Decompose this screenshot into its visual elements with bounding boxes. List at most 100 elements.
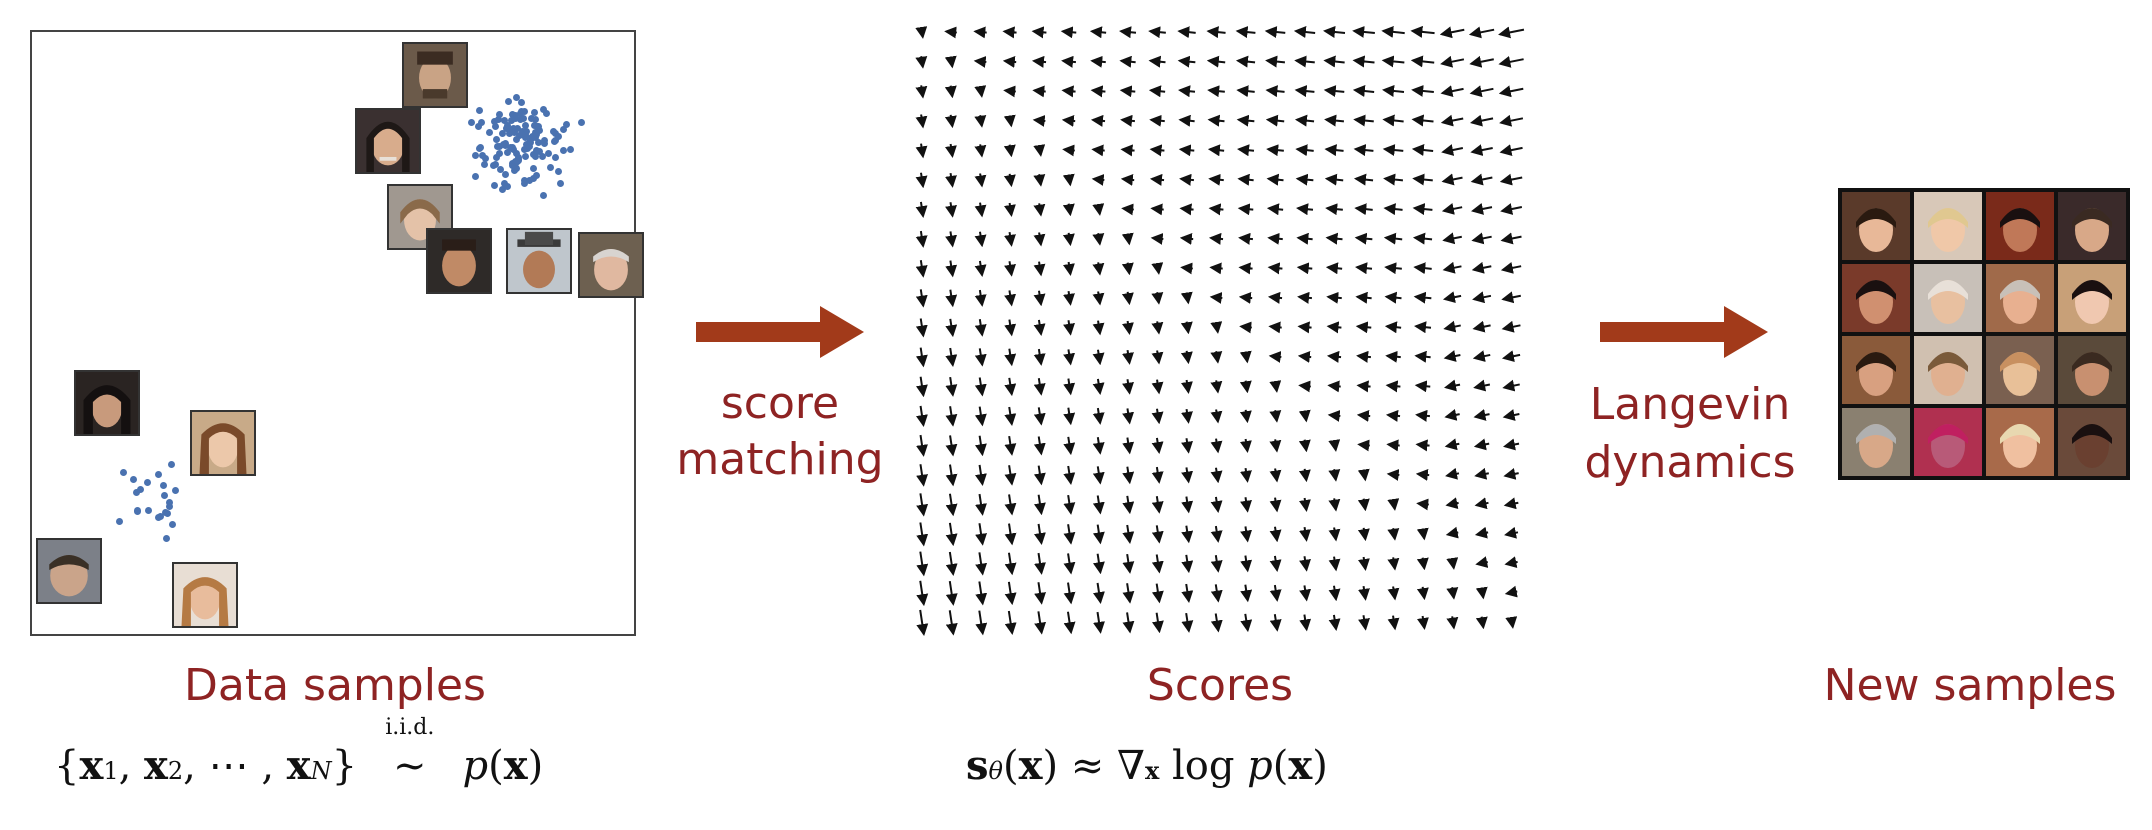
vector-arrow-icon bbox=[1381, 25, 1405, 38]
scatter-point bbox=[540, 140, 548, 148]
scatter-point bbox=[115, 518, 123, 526]
vector-arrow-icon bbox=[1387, 528, 1400, 541]
vector-arrow-icon bbox=[1092, 466, 1105, 485]
scatter-point bbox=[535, 122, 543, 130]
vector-arrow-icon bbox=[1181, 467, 1194, 484]
vector-arrow-icon bbox=[975, 552, 988, 576]
vector-arrow-icon bbox=[1323, 85, 1345, 98]
vector-arrow-icon bbox=[1237, 144, 1255, 157]
vector-arrow-icon bbox=[1472, 320, 1491, 333]
vector-arrow-icon bbox=[1236, 114, 1255, 127]
scatter-point bbox=[514, 153, 522, 161]
face-photo-icon bbox=[2058, 336, 2126, 404]
vector-arrow-icon bbox=[1237, 203, 1254, 216]
vector-arrow-icon bbox=[1473, 438, 1490, 451]
scatter-point bbox=[513, 165, 521, 173]
scatter-point bbox=[494, 115, 502, 123]
vector-arrow-icon bbox=[1498, 26, 1525, 39]
vector-arrow-icon bbox=[1208, 173, 1224, 186]
vector-arrow-icon bbox=[1063, 611, 1076, 635]
vector-arrow-icon bbox=[1033, 290, 1046, 307]
vector-arrow-icon bbox=[944, 143, 957, 158]
scatter-point bbox=[509, 124, 517, 132]
vector-arrow-icon bbox=[1268, 321, 1282, 334]
vector-arrow-icon bbox=[1091, 173, 1105, 186]
vector-arrow-icon bbox=[1354, 232, 1373, 245]
vector-arrow-icon bbox=[1501, 350, 1521, 363]
vector-arrow-icon bbox=[974, 85, 987, 98]
scatter-point bbox=[496, 166, 504, 174]
face-photo-icon bbox=[74, 370, 140, 436]
vector-arrow-icon bbox=[974, 289, 987, 307]
vector-arrow-icon bbox=[1180, 350, 1193, 365]
vector-arrow-icon bbox=[1500, 203, 1523, 215]
vector-arrow-icon bbox=[1122, 379, 1134, 395]
vector-arrow-icon bbox=[1410, 25, 1435, 38]
vector-arrow-icon bbox=[1091, 144, 1105, 157]
vector-arrow-icon bbox=[1240, 467, 1252, 483]
scatter-point bbox=[522, 121, 530, 129]
vector-arrow-icon bbox=[1090, 55, 1106, 68]
scatter-point bbox=[520, 179, 528, 187]
vector-arrow-icon bbox=[1471, 203, 1493, 215]
vector-arrow-icon bbox=[1210, 584, 1223, 603]
vector-arrow-icon bbox=[1324, 114, 1345, 127]
vector-arrow-icon bbox=[1416, 615, 1429, 630]
vector-arrow-icon bbox=[1503, 438, 1520, 451]
data-samples-label: Data samples bbox=[184, 660, 486, 711]
vector-arrow-icon bbox=[1033, 232, 1046, 247]
vector-arrow-icon bbox=[1151, 554, 1164, 574]
vector-arrow-icon bbox=[945, 289, 958, 308]
scatter-point bbox=[556, 180, 564, 188]
vector-arrow-icon bbox=[1442, 261, 1462, 274]
vector-arrow-icon bbox=[916, 609, 929, 637]
score-matching-label: score matching bbox=[660, 376, 900, 488]
scatter-point bbox=[567, 145, 574, 153]
vector-arrow-icon bbox=[1297, 291, 1313, 304]
vector-arrow-icon bbox=[1151, 496, 1164, 514]
vector-arrow-icon bbox=[1210, 496, 1223, 514]
vector-arrow-icon bbox=[1063, 494, 1076, 515]
vector-arrow-icon bbox=[1267, 232, 1283, 245]
vector-arrow-icon bbox=[1208, 232, 1224, 245]
vector-arrow-icon bbox=[1119, 26, 1137, 39]
vector-arrow-icon bbox=[915, 201, 928, 219]
vector-arrow-icon bbox=[1269, 555, 1282, 573]
vector-arrow-icon bbox=[1236, 85, 1255, 98]
vector-arrow-icon bbox=[945, 610, 958, 636]
vector-arrow-icon bbox=[1327, 409, 1341, 422]
vector-arrow-icon bbox=[945, 522, 958, 547]
vector-arrow-icon bbox=[1151, 350, 1164, 365]
vector-arrow-icon bbox=[1411, 144, 1434, 157]
vector-arrow-icon bbox=[915, 85, 928, 99]
scores-label: Scores bbox=[1146, 660, 1294, 711]
vector-arrow-icon bbox=[1328, 614, 1341, 632]
vector-arrow-icon bbox=[916, 522, 929, 547]
vector-arrow-icon bbox=[1180, 262, 1193, 275]
face-photo-icon bbox=[1914, 336, 1982, 404]
vector-arrow-icon bbox=[1238, 232, 1254, 245]
vector-arrow-icon bbox=[975, 493, 987, 516]
vector-arrow-icon bbox=[1033, 465, 1046, 486]
scatter-point bbox=[526, 139, 534, 147]
vector-arrow-icon bbox=[1004, 231, 1016, 247]
vector-arrow-icon bbox=[1235, 55, 1256, 68]
vector-arrow-icon bbox=[1239, 438, 1252, 453]
vector-arrow-icon bbox=[1119, 55, 1136, 68]
scatter-point bbox=[526, 143, 534, 151]
vector-arrow-icon bbox=[1122, 495, 1135, 515]
vector-arrow-icon bbox=[1206, 26, 1226, 39]
vector-arrow-icon bbox=[1294, 114, 1315, 127]
vector-arrow-icon bbox=[974, 348, 987, 367]
scatter-point bbox=[161, 492, 169, 500]
vector-arrow-icon bbox=[1441, 202, 1463, 215]
vector-arrow-icon bbox=[1122, 553, 1135, 574]
vector-arrow-icon bbox=[1411, 84, 1434, 97]
vector-arrow-icon bbox=[974, 406, 987, 427]
vector-arrow-icon bbox=[1265, 55, 1286, 68]
vector-arrow-icon bbox=[1063, 465, 1076, 485]
vector-arrow-icon bbox=[1004, 406, 1017, 426]
scatter-point bbox=[552, 153, 560, 161]
scatter-point bbox=[513, 157, 521, 165]
vector-arrow-icon bbox=[1210, 467, 1223, 484]
